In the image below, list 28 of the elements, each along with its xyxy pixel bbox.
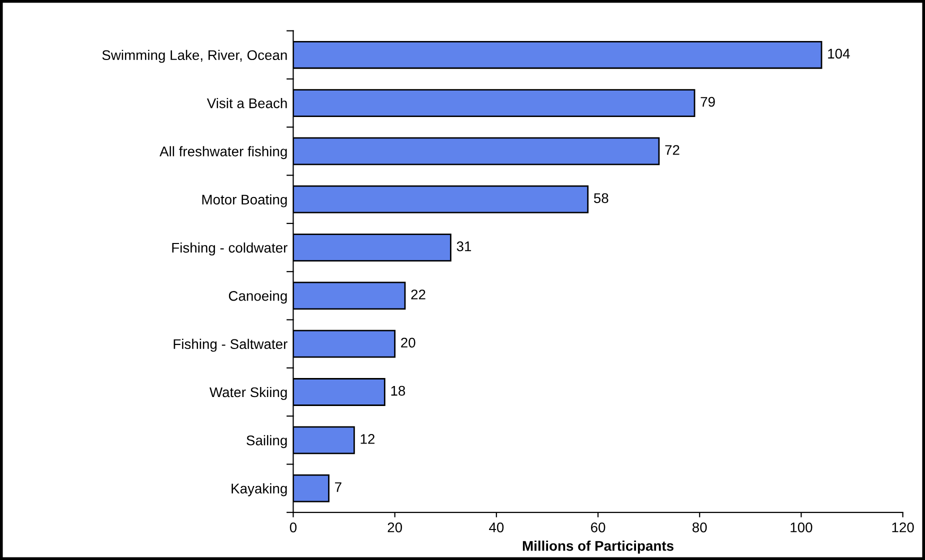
x-tick-label: 0 (290, 522, 297, 532)
y-tick-label: All freshwater fishing (160, 146, 287, 160)
y-tick-label: Sailing (246, 435, 287, 448)
data-label: 31 (456, 241, 472, 252)
y-tick-label: Visit a Beach (206, 98, 287, 108)
data-label: 22 (411, 290, 426, 300)
y-tick-label: Swimming Lake, River, Ocean (102, 50, 287, 63)
x-tick-label: 120 (892, 522, 914, 532)
x-tick-label: 60 (590, 522, 606, 532)
data-label: 20 (401, 338, 416, 348)
x-tick-label: 20 (388, 522, 402, 532)
x-tick-label: 80 (692, 522, 707, 532)
y-tick-label: Fishing - coldwater (172, 242, 288, 256)
y-tick-label: Water Skiing (210, 386, 287, 400)
y-tick-label: Motor Boating (202, 194, 287, 208)
data-label: 12 (360, 434, 374, 444)
y-tick-label: Canoeing (228, 290, 287, 304)
data-label: 18 (391, 386, 406, 396)
data-label: 79 (700, 96, 715, 107)
data-label: 104 (828, 48, 850, 59)
data-label: 58 (594, 193, 608, 204)
x-tick-label: 100 (790, 522, 812, 532)
x-tick-label: 40 (489, 522, 504, 532)
y-tick-label: Kayaking (232, 483, 287, 496)
data-label: 72 (665, 145, 680, 155)
y-tick-label: Fishing - Saltwater (174, 338, 288, 352)
x-axis-title: Millions of Participants (522, 540, 674, 554)
data-label: 7 (335, 482, 342, 492)
